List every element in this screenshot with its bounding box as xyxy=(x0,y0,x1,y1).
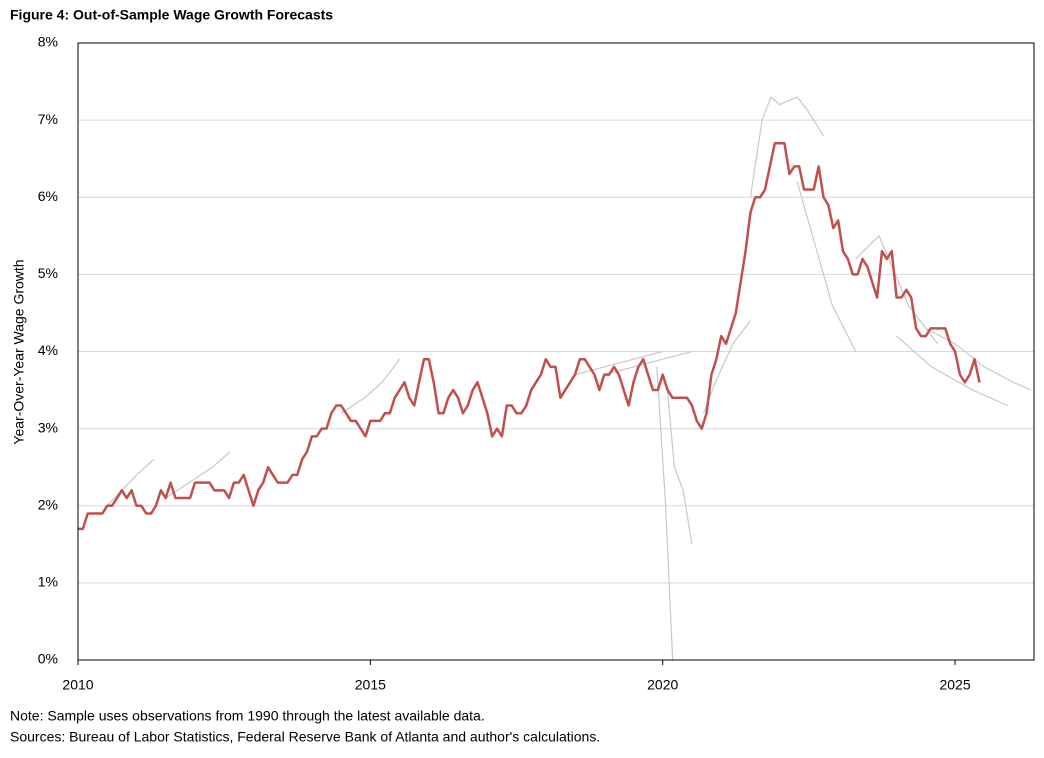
y-tick-label: 8% xyxy=(38,34,58,50)
forecast-line xyxy=(656,366,674,661)
forecast-line xyxy=(574,350,663,376)
forecast-line xyxy=(703,320,751,414)
chart-title: Figure 4: Out-of-Sample Wage Growth Fore… xyxy=(10,7,333,23)
note: Sources: Bureau of Labor Statistics, Fed… xyxy=(10,729,600,745)
x-tick-label: 2020 xyxy=(647,677,678,693)
y-tick-label: 3% xyxy=(38,419,58,435)
y-tick-label: 4% xyxy=(38,342,58,358)
plot-frame xyxy=(77,42,1035,661)
y-axis-label: Year-Over-Year Wage Growth xyxy=(11,259,27,444)
x-tick-label: 2010 xyxy=(62,677,93,693)
x-tick-label: 2015 xyxy=(355,677,386,693)
y-tick-label: 7% xyxy=(38,111,58,127)
forecast-line xyxy=(604,350,693,376)
note: Note: Sample uses observations from 1990… xyxy=(10,708,485,724)
forecast-line xyxy=(896,335,1008,407)
y-tick-label: 5% xyxy=(38,265,58,281)
y-tick-label: 6% xyxy=(38,188,58,204)
y-tick-label: 1% xyxy=(38,574,58,590)
main-line xyxy=(78,142,981,531)
forecast-line xyxy=(106,459,155,507)
forecast-line xyxy=(666,390,693,545)
y-tick-label: 2% xyxy=(38,496,58,512)
forecast-line xyxy=(165,451,231,499)
y-tick-label: 0% xyxy=(38,651,58,667)
x-tick-label: 2025 xyxy=(939,677,970,693)
forecast-line xyxy=(749,96,825,198)
forecast-line xyxy=(796,181,857,352)
forecast-line xyxy=(925,327,1032,391)
forecast-line xyxy=(340,358,401,414)
